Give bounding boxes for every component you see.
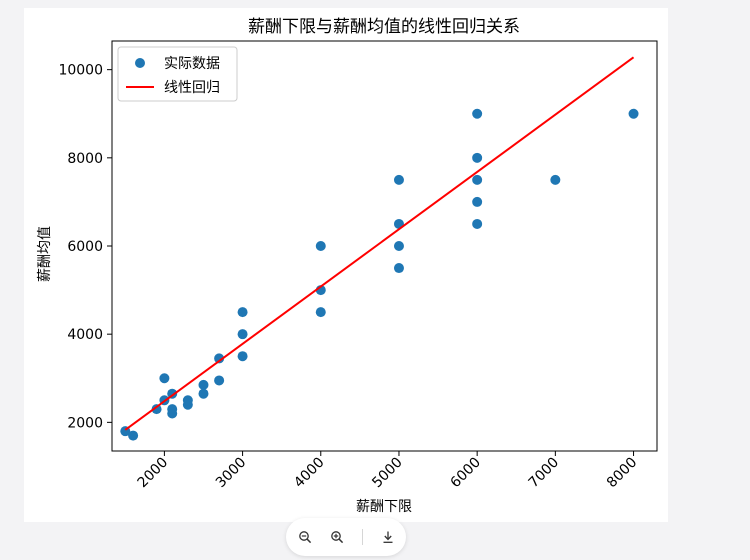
data-point	[393, 263, 404, 274]
x-tick-label: 7000	[526, 455, 563, 492]
data-point	[128, 430, 139, 441]
zoom-out-icon	[298, 531, 311, 544]
data-point	[214, 353, 225, 364]
data-point	[182, 395, 193, 406]
data-point	[550, 174, 561, 185]
legend-label: 线性回归	[164, 79, 220, 96]
y-tick-label: 2000	[67, 415, 103, 431]
axis-ticks: 2000 3000 4000 5000 6000 7000 8000 2000 4000 6000…	[58, 63, 640, 491]
zoom-in-button[interactable]	[324, 524, 350, 550]
x-tick-label: 4000	[291, 455, 328, 492]
y-tick-label: 6000	[67, 239, 103, 255]
regression-line	[124, 56, 635, 431]
x-tick-label: 3000	[213, 455, 250, 492]
zoom-out-button[interactable]	[292, 524, 318, 550]
legend-marker-scatter	[135, 58, 145, 68]
y-tick-label: 8000	[67, 151, 103, 167]
data-point	[472, 108, 483, 119]
x-tick-label: 6000	[447, 455, 484, 492]
download-button[interactable]	[375, 524, 401, 550]
data-point	[237, 307, 248, 318]
data-point	[198, 379, 209, 390]
x-tick-label: 8000	[604, 455, 641, 492]
data-point	[159, 373, 170, 384]
data-point	[198, 388, 209, 399]
data-point	[472, 218, 483, 229]
figure: 薪酬下限与薪酬均值的线性回归关系 2000 3000 4000 5000 6000 700…	[24, 8, 668, 522]
data-point	[393, 241, 404, 251]
data-point	[393, 174, 404, 185]
data-point	[472, 174, 483, 185]
zoom-in-icon	[330, 531, 343, 544]
data-point	[628, 108, 639, 119]
chart: 薪酬下限与薪酬均值的线性回归关系 2000 3000 4000 5000 6000 700…	[37, 17, 658, 515]
x-tick-label: 5000	[369, 455, 406, 492]
x-tick-label: 2000	[135, 455, 172, 492]
data-marks	[120, 56, 639, 441]
data-point	[472, 196, 483, 207]
y-tick-label: 10000	[58, 63, 103, 79]
toolbar-divider	[361, 529, 363, 545]
data-point	[315, 307, 326, 318]
data-point	[237, 351, 248, 362]
legend-label: 实际数据	[164, 56, 220, 72]
data-point	[237, 329, 248, 340]
data-point	[167, 404, 178, 415]
y-tick-label: 4000	[67, 327, 103, 343]
plot-frame	[111, 40, 658, 452]
download-icon	[383, 531, 392, 543]
data-point	[315, 241, 326, 251]
x-axis-label: 薪酬下限	[356, 499, 412, 515]
data-point	[151, 404, 162, 415]
chart-toolbar	[286, 518, 406, 556]
data-point	[214, 375, 225, 386]
data-point	[472, 152, 483, 163]
y-axis-label: 薪酬均值	[37, 226, 53, 282]
chart-title: 薪酬下限与薪酬均值的线性回归关系	[248, 17, 520, 37]
